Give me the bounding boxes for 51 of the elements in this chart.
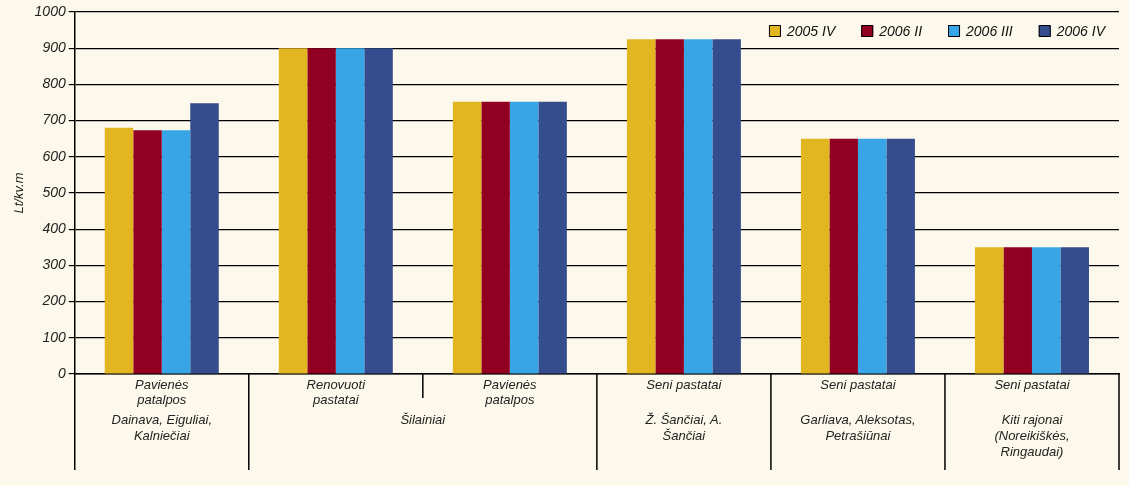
x-tick-label: Seni pastatai bbox=[994, 377, 1071, 393]
bar bbox=[481, 101, 510, 374]
bar bbox=[133, 130, 162, 374]
bar bbox=[974, 247, 1004, 374]
bar bbox=[452, 101, 482, 374]
legend-label: 2006 IV bbox=[1055, 22, 1107, 39]
bar bbox=[1003, 247, 1032, 374]
y-tick-label: 600 bbox=[42, 147, 66, 164]
bar bbox=[161, 130, 191, 374]
bar bbox=[1060, 247, 1089, 374]
y-tick-label: 0 bbox=[57, 364, 66, 381]
x-tick-label: Seni pastatai bbox=[646, 377, 723, 393]
bar bbox=[829, 138, 858, 374]
bar bbox=[364, 48, 393, 374]
legend-label: 2005 IV bbox=[785, 22, 837, 39]
bar bbox=[104, 127, 134, 374]
text: Kiti rajonai (Noreikiškės, Ringaudai) bbox=[994, 412, 1070, 460]
text: Šilainiai bbox=[400, 412, 447, 428]
x-tick-label: Renovuoti pastatai bbox=[306, 377, 367, 408]
bar bbox=[538, 101, 567, 374]
bar bbox=[712, 39, 741, 374]
y-tick-label: 400 bbox=[42, 220, 66, 237]
y-tick-label: 100 bbox=[42, 328, 66, 345]
text: Ž. Šančiai, A. Šančiai bbox=[644, 412, 723, 444]
y-tick-label: 200 bbox=[41, 292, 66, 309]
bar bbox=[626, 39, 656, 374]
y-tick-label: 800 bbox=[42, 75, 66, 92]
legend-label: 2006 II bbox=[878, 22, 923, 39]
bar bbox=[857, 138, 887, 374]
bar bbox=[335, 48, 365, 374]
y-tick-label: 500 bbox=[42, 183, 66, 200]
x-tick-label: Pavienės patalpos bbox=[483, 377, 538, 408]
bar bbox=[307, 48, 336, 374]
x-tick-label: Pavienės patalpos bbox=[135, 377, 189, 408]
y-tick-label: 300 bbox=[42, 256, 66, 273]
bar bbox=[655, 39, 684, 374]
bar bbox=[1031, 247, 1061, 374]
x-tick-label: Seni pastatai bbox=[820, 377, 897, 393]
y-axis-title: Lt/kv.m bbox=[11, 172, 27, 214]
legend-label: 2006 III bbox=[965, 22, 1013, 39]
y-tick-label: 900 bbox=[42, 39, 66, 56]
bar bbox=[509, 101, 539, 374]
bar bbox=[683, 39, 713, 374]
text: Dainava, Eiguliai, Kalniečiai bbox=[111, 412, 212, 444]
bar bbox=[886, 138, 915, 374]
text: Garliava, Aleksotas, Petrašiūnai bbox=[800, 412, 916, 444]
bar bbox=[800, 138, 830, 374]
bar bbox=[190, 103, 219, 374]
y-tick-label: 1000 bbox=[34, 2, 66, 19]
bar bbox=[278, 48, 308, 374]
y-tick-label: 700 bbox=[42, 111, 66, 128]
